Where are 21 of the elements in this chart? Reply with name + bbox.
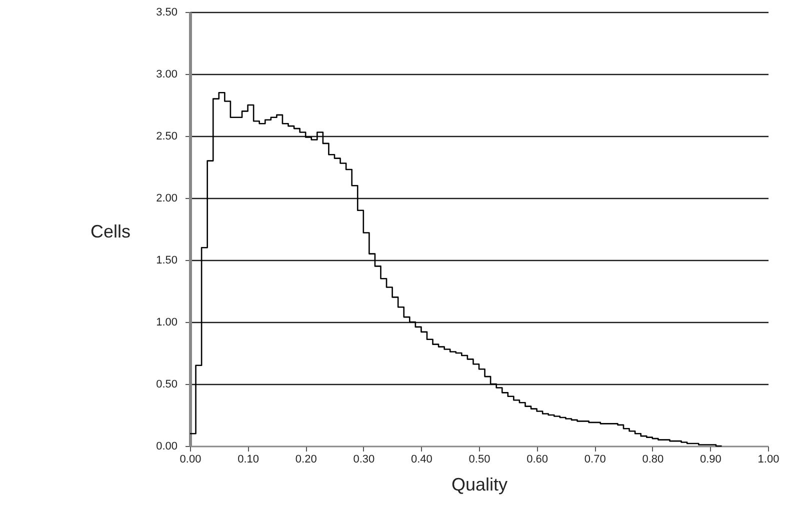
y-axis-title: Cells: [90, 222, 131, 242]
x-tick-label: 0.20: [295, 454, 317, 466]
x-tick-label: 0.40: [410, 454, 432, 466]
x-tick-label: 0.90: [700, 454, 722, 466]
y-tick-label: 3.50: [156, 6, 178, 18]
x-tick-label: 0.60: [526, 454, 548, 466]
x-tick-label: 0.50: [468, 454, 490, 466]
x-tick-label: 0.80: [642, 454, 664, 466]
x-tick-label: 0.10: [238, 454, 260, 466]
x-tick-label: 0.70: [584, 454, 606, 466]
y-tick-label: 0.50: [156, 378, 178, 390]
y-tick-label: 2.50: [156, 130, 178, 142]
x-tick-label: 1.00: [758, 454, 780, 466]
y-tick-label: 3.00: [156, 68, 178, 80]
x-tick-label: 0.00: [180, 454, 202, 466]
x-tick-label: 0.30: [353, 454, 375, 466]
y-tick-label: 0.00: [156, 440, 178, 452]
y-tick-label: 2.00: [156, 192, 178, 204]
x-axis-title: Quality: [451, 474, 508, 494]
y-tick-label: 1.50: [156, 254, 178, 266]
y-tick-label: 1.00: [156, 316, 178, 328]
